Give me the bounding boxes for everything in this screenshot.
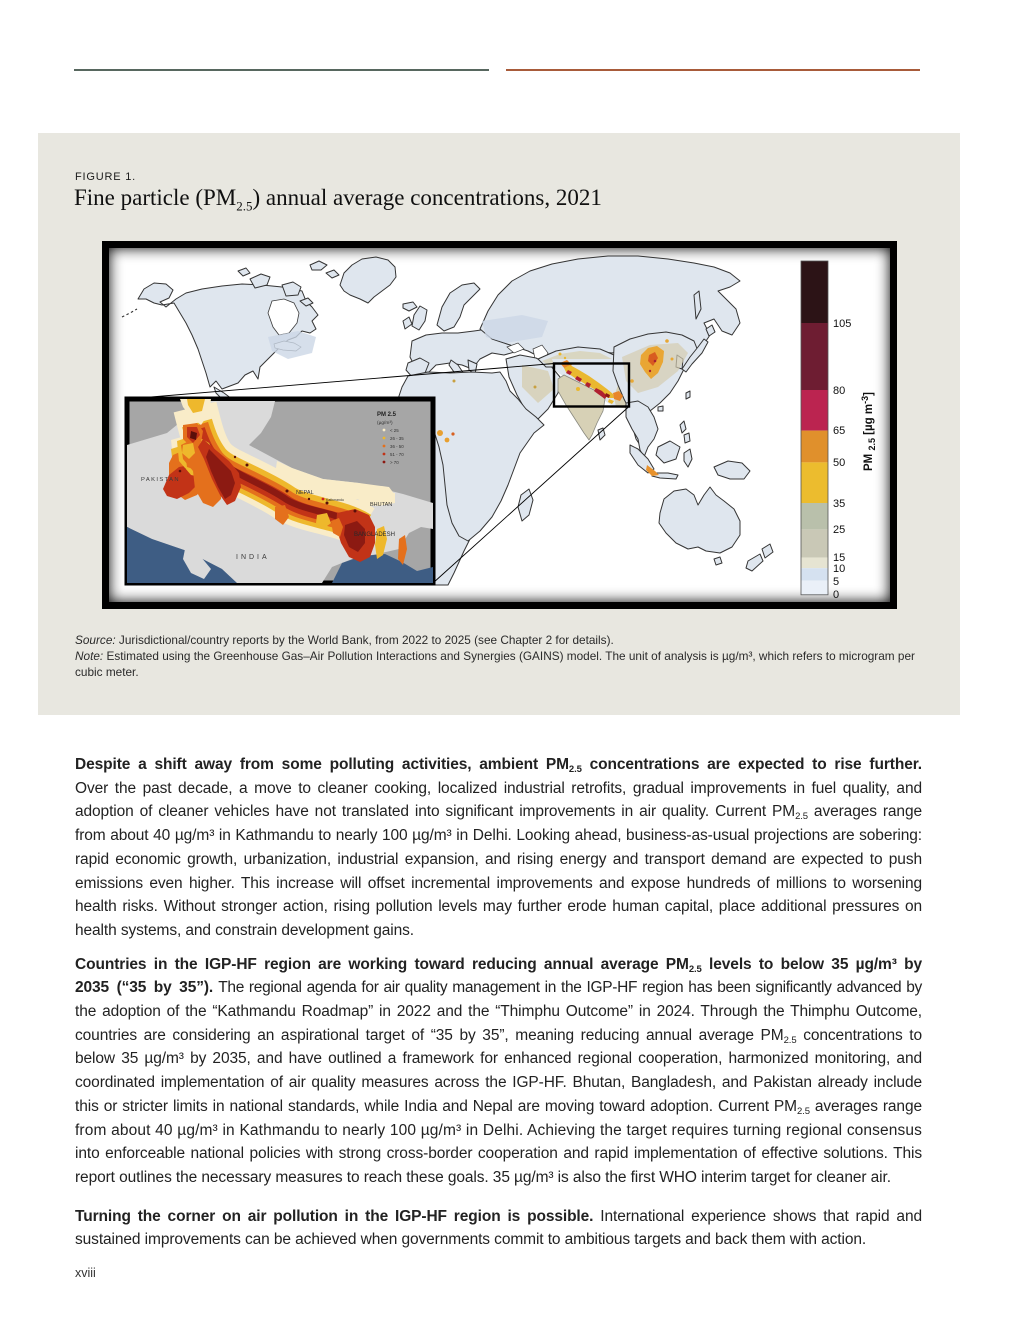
svg-text:(µg/m³): (µg/m³): [377, 420, 393, 426]
svg-text:NEPAL: NEPAL: [296, 490, 314, 496]
svg-text:35: 35: [833, 498, 845, 510]
svg-text:26 - 35: 26 - 35: [390, 436, 404, 441]
svg-text:65: 65: [833, 425, 845, 437]
svg-text:36 - 50: 36 - 50: [390, 444, 404, 449]
svg-text:PM 2.5 [µg m-3]: PM 2.5 [µg m-3]: [860, 392, 877, 471]
svg-text:INDIA: INDIA: [236, 554, 270, 561]
svg-text:BHUTAN: BHUTAN: [370, 502, 392, 508]
svg-text:0: 0: [833, 589, 839, 601]
svg-text:51 - 70: 51 - 70: [390, 452, 404, 457]
svg-text:> 70: > 70: [390, 460, 399, 465]
svg-text:Kathmandu: Kathmandu: [326, 498, 344, 502]
svg-text:PM 2.5: PM 2.5: [377, 412, 397, 418]
svg-text:10: 10: [833, 563, 845, 575]
svg-text:BANGLADESH: BANGLADESH: [354, 532, 395, 538]
svg-text:50: 50: [833, 457, 845, 469]
svg-text:25: 25: [833, 524, 845, 536]
svg-text:< 25: < 25: [390, 428, 399, 433]
svg-text:15: 15: [833, 552, 845, 564]
svg-text:80: 80: [833, 385, 845, 397]
svg-text:5: 5: [833, 576, 839, 588]
svg-text:PAKISTAN: PAKISTAN: [141, 477, 180, 483]
svg-text:105: 105: [833, 318, 851, 330]
